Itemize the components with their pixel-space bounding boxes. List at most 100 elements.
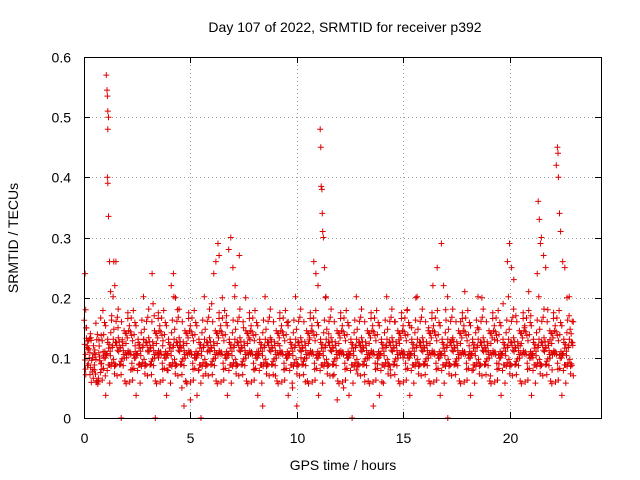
y-tick-labels: 0 0.1 0.2 0.3 0.4 0.5 0.6	[52, 50, 72, 427]
data-point	[285, 392, 292, 399]
data-point	[540, 314, 547, 321]
data-point	[430, 322, 437, 329]
data-point	[191, 307, 198, 314]
data-point	[99, 377, 106, 384]
data-point	[337, 334, 344, 341]
data-point	[508, 264, 515, 271]
data-point	[158, 315, 165, 321]
data-point	[337, 309, 344, 316]
data-point	[344, 319, 351, 326]
data-point	[455, 355, 462, 362]
data-point	[528, 322, 535, 329]
data-point	[496, 331, 502, 338]
data-point	[227, 345, 234, 352]
data-point	[372, 377, 379, 384]
data-point	[402, 360, 409, 367]
data-point	[567, 326, 574, 333]
data-point	[295, 362, 302, 369]
data-point	[84, 342, 91, 349]
data-point	[106, 341, 113, 348]
data-point	[232, 356, 239, 363]
data-point	[251, 377, 258, 384]
data-point	[568, 330, 575, 337]
data-point	[150, 342, 157, 349]
data-point	[412, 359, 419, 366]
data-point	[341, 360, 348, 367]
data-point	[297, 306, 304, 313]
data-point	[505, 293, 512, 300]
data-point	[503, 329, 510, 336]
data-point	[403, 377, 410, 384]
data-point	[259, 403, 266, 409]
data-point	[512, 312, 519, 319]
data-point	[157, 348, 164, 355]
data-point	[417, 318, 424, 325]
data-point	[357, 372, 364, 379]
data-point	[200, 372, 207, 379]
data-point	[497, 354, 504, 361]
data-point	[103, 72, 110, 79]
data-point	[119, 342, 126, 349]
data-point	[221, 307, 228, 314]
data-point	[440, 282, 447, 289]
data-point	[321, 264, 328, 271]
data-point	[553, 162, 560, 169]
data-point	[163, 392, 170, 399]
data-point	[520, 309, 527, 316]
data-point	[440, 341, 447, 348]
data-point	[400, 322, 407, 329]
data-point	[437, 322, 444, 329]
data-point	[349, 341, 356, 348]
data-point	[564, 317, 571, 324]
data-point	[118, 371, 125, 378]
data-point	[466, 342, 473, 349]
data-point	[96, 343, 103, 349]
data-point	[302, 378, 309, 385]
data-point	[228, 380, 235, 387]
data-point	[211, 342, 217, 349]
data-point	[404, 306, 411, 313]
data-point	[224, 322, 231, 329]
data-point	[487, 340, 494, 347]
data-point	[442, 306, 449, 313]
data-point	[317, 367, 324, 374]
data-point	[326, 342, 333, 349]
data-point	[445, 326, 452, 333]
data-point	[185, 309, 192, 316]
y-tick-label: 0.2	[52, 291, 72, 307]
data-point	[517, 378, 524, 384]
data-point	[547, 378, 554, 384]
data-point	[191, 365, 198, 372]
data-point	[222, 365, 229, 372]
data-point	[547, 355, 553, 362]
data-point	[133, 351, 140, 358]
data-point	[195, 366, 202, 373]
data-point	[327, 314, 334, 321]
data-point	[412, 294, 419, 301]
data-point	[528, 392, 535, 399]
data-point	[199, 317, 206, 324]
data-point	[388, 306, 395, 313]
data-point	[513, 371, 520, 378]
data-point	[426, 378, 432, 384]
data-point	[332, 342, 339, 349]
data-point	[510, 334, 517, 341]
data-point	[232, 326, 239, 333]
data-point	[459, 309, 466, 316]
data-point	[104, 87, 110, 94]
data-point	[444, 293, 451, 300]
data-point	[506, 240, 513, 247]
data-point	[214, 340, 221, 347]
data-point	[225, 367, 232, 374]
data-point	[321, 359, 328, 366]
data-point	[369, 322, 376, 329]
data-point	[438, 240, 445, 247]
data-point	[174, 306, 181, 313]
data-point	[322, 294, 329, 301]
data-point	[82, 366, 89, 373]
data-point	[286, 350, 293, 357]
data-point	[247, 336, 253, 343]
data-point	[82, 306, 89, 313]
data-point	[556, 307, 563, 314]
data-point	[319, 341, 326, 348]
